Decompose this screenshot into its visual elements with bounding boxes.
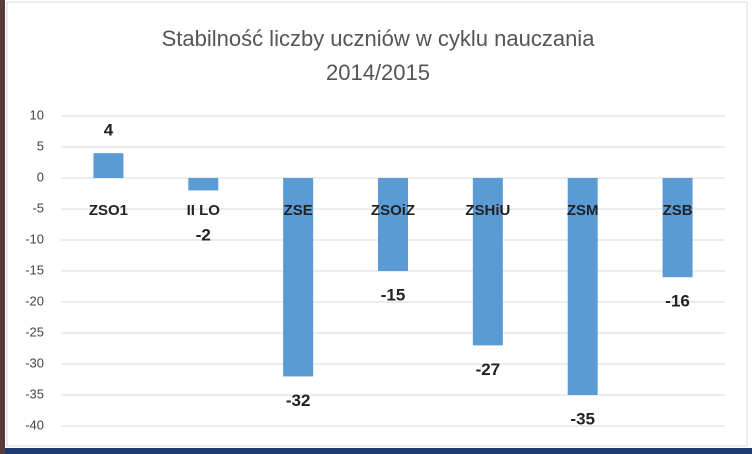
y-tick-label: -40 — [25, 417, 44, 432]
x-tick-label: ZSHiU — [465, 202, 510, 219]
value-label: -35 — [570, 409, 595, 428]
x-tick-label: II LO — [187, 202, 221, 219]
value-label: -16 — [665, 292, 690, 311]
y-tick-label: -20 — [25, 293, 44, 308]
y-tick-label: 0 — [37, 169, 44, 184]
left-edge — [0, 0, 5, 454]
y-tick-label: -10 — [25, 231, 44, 246]
bottom-edge — [5, 448, 752, 454]
chart-title: Stabilność liczby uczniów w cyklu naucza… — [162, 26, 596, 51]
x-tick-label: ZSB — [663, 202, 693, 219]
x-tick-label: ZSOiZ — [371, 202, 415, 219]
y-tick-label: -25 — [25, 324, 44, 339]
chart-border — [6, 1, 748, 447]
x-tick-label: ZSM — [567, 202, 599, 219]
bar — [472, 178, 503, 346]
x-tick-label: ZSE — [284, 202, 313, 219]
bar — [188, 178, 219, 191]
y-tick-label: 5 — [37, 138, 44, 153]
chart-subtitle: 2014/2015 — [326, 60, 430, 85]
bar — [662, 178, 693, 278]
y-tick-label: 10 — [30, 107, 44, 122]
value-label: 4 — [104, 121, 114, 140]
bar — [378, 178, 408, 271]
x-tick-label: ZSO1 — [89, 202, 128, 219]
value-label: -15 — [381, 285, 406, 304]
y-tick-label: -35 — [25, 386, 44, 401]
bar — [283, 178, 314, 377]
y-tick-label: -15 — [25, 262, 44, 277]
value-label: -27 — [476, 360, 501, 379]
bar — [567, 178, 598, 395]
value-label: -32 — [286, 391, 311, 410]
bar — [93, 153, 124, 178]
value-label: -2 — [196, 225, 211, 244]
y-tick-label: -5 — [32, 200, 44, 215]
y-tick-label: -30 — [25, 355, 44, 370]
